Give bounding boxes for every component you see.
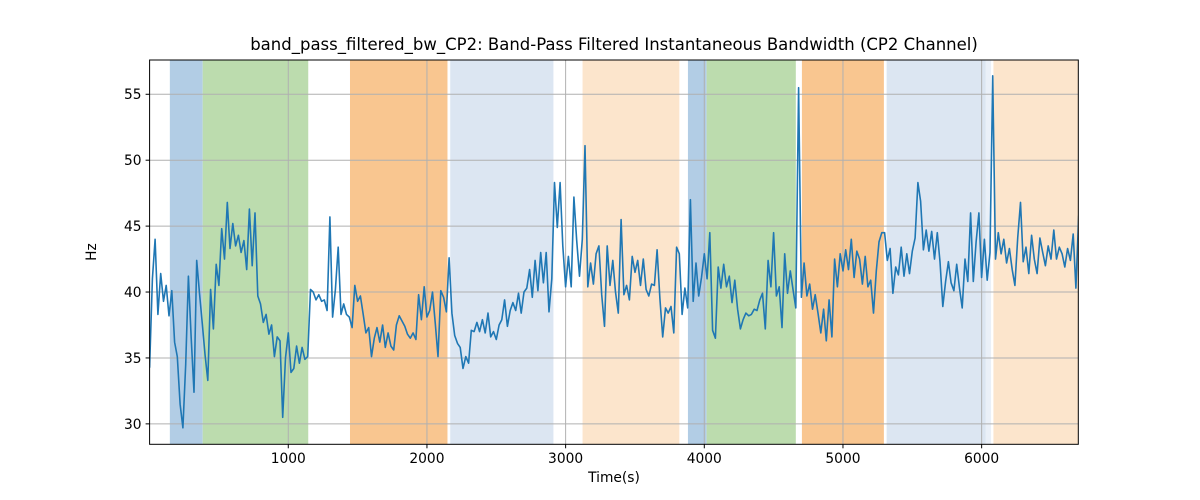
highlight-band-orange [349,60,448,445]
signal-line [149,75,1079,429]
chart-title: band_pass_filtered_bw_CP2: Band-Pass Fil… [250,35,978,55]
highlight-band-light-blue-faint [985,60,992,445]
y-axis-label: Hz [84,243,100,261]
highlight-band-light-orange [993,60,1079,445]
x-tick-label: 2000 [409,451,444,467]
highlight-band-green [706,60,796,445]
x-tick-label: 5000 [825,451,860,467]
x-axis-label: Time(s) [587,470,640,486]
highlight-band-green [202,60,309,445]
highlight-band-blue [169,60,203,445]
y-tick-label: 30 [124,417,142,433]
gridlines [149,60,1079,445]
x-tick-labels: 1000 2000 3000 4000 5000 6000 [271,451,999,467]
y-tick-label: 35 [124,351,142,367]
x-tick-label: 1000 [271,451,306,467]
y-tick-label: 55 [124,87,142,103]
y-tick-label: 45 [124,219,142,235]
x-tick-label: 4000 [687,451,722,467]
tick-marks [145,93,983,449]
x-tick-label: 3000 [548,451,583,467]
highlight-band-blue [687,60,707,445]
y-tick-label: 40 [124,285,142,301]
y-tick-labels: 30 35 40 45 50 55 [124,87,142,433]
plot-frame [149,59,1079,445]
highlight-band-light-blue [450,60,554,445]
x-tick-label: 6000 [964,451,999,467]
y-tick-label: 50 [124,153,142,169]
highlight-bands [169,60,1079,445]
